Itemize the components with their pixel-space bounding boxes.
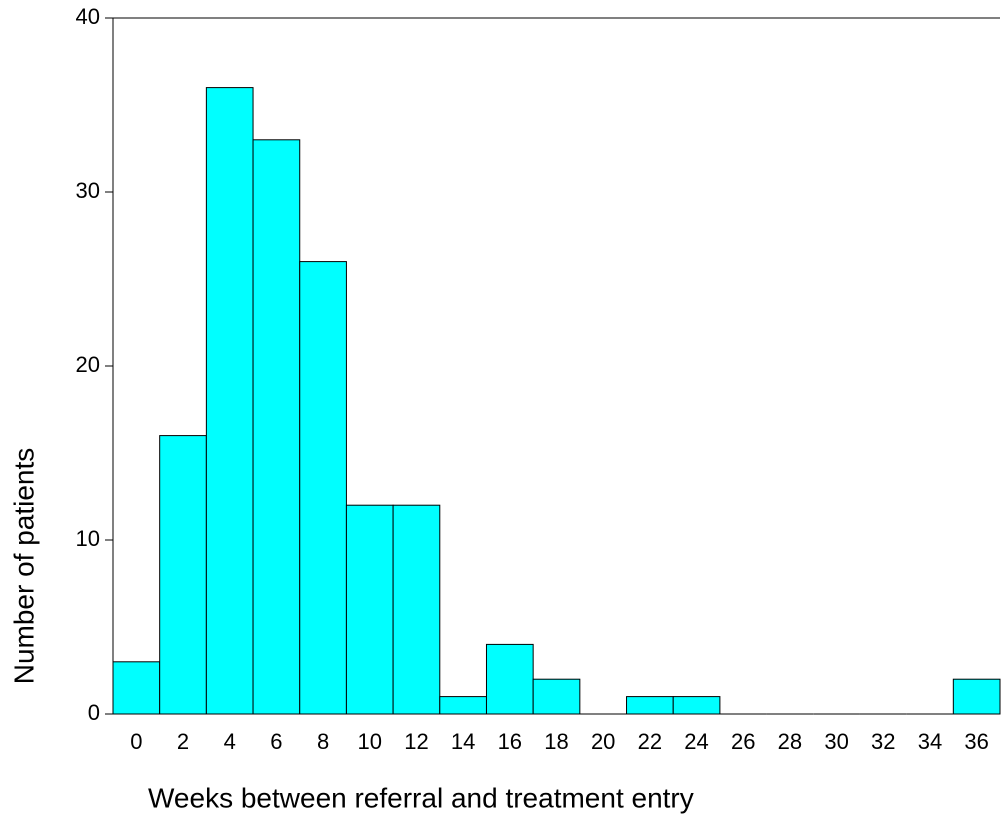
x-tick-label: 0 [130,729,142,754]
y-tick-label: 30 [76,178,100,203]
x-tick-label: 12 [404,729,428,754]
x-tick-label: 28 [778,729,802,754]
bar [952,678,1001,715]
bar [532,678,581,715]
x-tick-label: 16 [498,729,522,754]
x-tick-label: 22 [638,729,662,754]
x-tick-label: 30 [824,729,848,754]
bar [485,643,534,715]
x-tick-label: 14 [451,729,475,754]
x-tick-label: 26 [731,729,755,754]
bar [205,87,254,715]
y-tick-label: 20 [76,352,100,377]
y-tick-label: 40 [76,4,100,29]
x-tick-label: 32 [871,729,895,754]
x-tick-label: 2 [177,729,189,754]
bar [392,504,441,715]
y-tick-label: 0 [88,700,100,725]
bar [439,696,487,715]
bar [626,696,674,715]
x-tick-label: 18 [544,729,568,754]
y-axis-title: Number of patients [8,448,39,685]
x-tick-label: 4 [224,729,236,754]
bar [159,435,207,715]
x-tick-label: 8 [317,729,329,754]
bar [345,504,394,715]
bar [112,661,161,715]
x-tick-label: 6 [270,729,282,754]
y-tick-label: 10 [76,526,100,551]
x-tick-label: 10 [358,729,382,754]
bar [252,139,301,715]
x-tick-label: 36 [964,729,988,754]
bar [672,696,721,715]
x-tick-label: 24 [684,729,708,754]
x-tick-label: 34 [918,729,942,754]
x-tick-label: 20 [591,729,615,754]
x-axis-title: Weeks between referral and treatment ent… [148,782,694,813]
bar [299,261,347,715]
